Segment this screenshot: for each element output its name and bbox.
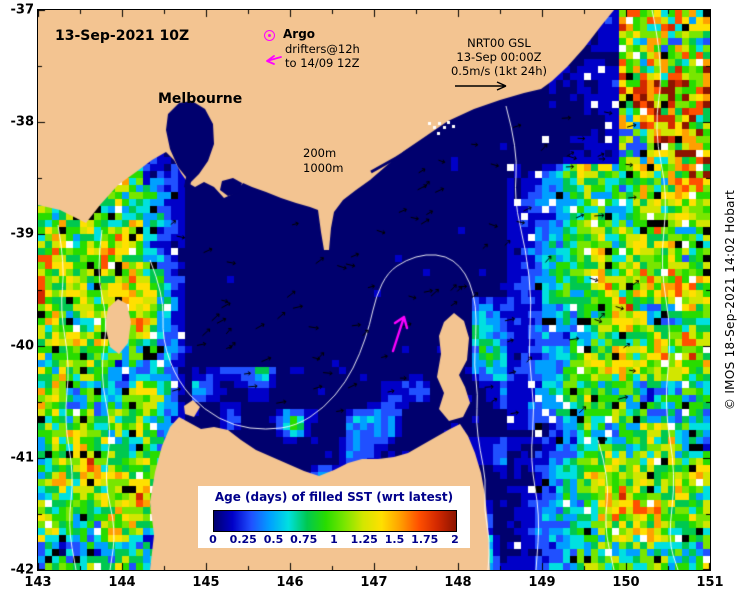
datetime-label: 13-Sep-2021 10Z: [55, 28, 190, 44]
y-axis-tick-label: -42: [10, 562, 35, 578]
x-axis-tick-label: 145: [192, 575, 220, 590]
credit-watermark-wrap: © IMOS 18-Sep-2021 14:02 Hobart: [712, 0, 749, 600]
isobath-1000m-label: 1000m: [303, 161, 344, 175]
argo-legend-label: Argo: [283, 27, 316, 41]
x-axis-tick-label: 148: [444, 575, 472, 590]
colorbar-tick-label: 1.25: [350, 533, 378, 546]
isobath-labels: 200m 1000m: [303, 146, 343, 176]
y-axis-tick-label: -37: [10, 2, 35, 18]
colorbar-tick-labels: 0 0.25 0.5 0.75 1 1.25 1.5 1.75 2: [198, 533, 470, 547]
colorbar-tick-label: 0: [209, 533, 217, 546]
gsl-line3: 0.5m/s (1kt 24h): [450, 64, 548, 78]
colorbar-tick-label: 0.5: [263, 533, 284, 546]
argo-float-dot-icon: [268, 34, 271, 37]
colorbar-tick-label: 1: [330, 533, 338, 546]
colorbar-tick-label: 1.75: [411, 533, 439, 546]
colorbar-title: Age (days) of filled SST (wrt latest): [214, 490, 454, 504]
y-axis-tick-label: -40: [10, 338, 35, 354]
x-axis-tick-label: 151: [696, 575, 724, 590]
colorbar-gradient: [213, 510, 457, 532]
colorbar-tick-label: 1.5: [384, 533, 405, 546]
x-axis-tick-label: 150: [612, 575, 640, 590]
colorbar-tick-label: 2: [451, 533, 459, 546]
y-axis-tick-label: -38: [10, 114, 35, 130]
colorbar-tick-label: 0.25: [229, 533, 257, 546]
argo-float-icon: [264, 30, 275, 41]
colorbar-tick-label: 0.75: [290, 533, 318, 546]
drifters-legend-line1: drifters@12h: [285, 42, 360, 56]
x-axis-tick-label: 149: [528, 575, 556, 590]
gsl-annotation: NRT00 GSL 13-Sep 00:00Z 0.5m/s (1kt 24h): [428, 36, 570, 78]
map-plot-frame: [37, 9, 711, 571]
city-label-melbourne: Melbourne: [158, 91, 243, 107]
y-axis-tick-label: -41: [10, 450, 35, 466]
current-vector-arrow-icon: [455, 81, 507, 91]
credit-watermark: © IMOS 18-Sep-2021 14:02 Hobart: [723, 189, 738, 411]
x-axis-tick-label: 144: [108, 575, 136, 590]
x-axis-tick-label: 146: [276, 575, 304, 590]
gsl-line2: 13-Sep 00:00Z: [456, 50, 542, 64]
gsl-line1: NRT00 GSL: [467, 36, 531, 50]
x-axis-tick-label: 147: [360, 575, 388, 590]
isobath-200m-label: 200m: [303, 146, 337, 160]
drifters-legend-line2: to 14/09 12Z: [285, 56, 360, 70]
bass-strait-map-canvas: [38, 10, 710, 570]
drifter-arrow-icon: [266, 55, 282, 65]
x-axis-tick-label: 143: [24, 575, 52, 590]
y-axis-tick-label: -39: [10, 226, 35, 242]
